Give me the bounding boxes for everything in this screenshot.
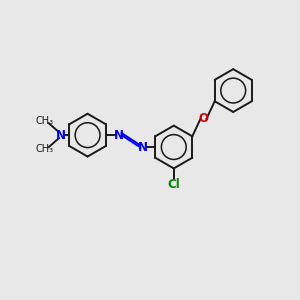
Text: O: O [199,112,208,125]
Text: Cl: Cl [167,178,180,191]
Text: N: N [56,129,66,142]
Text: CH₃: CH₃ [35,116,53,126]
Text: N: N [114,129,124,142]
Text: CH₃: CH₃ [35,144,53,154]
Text: N: N [138,140,148,154]
